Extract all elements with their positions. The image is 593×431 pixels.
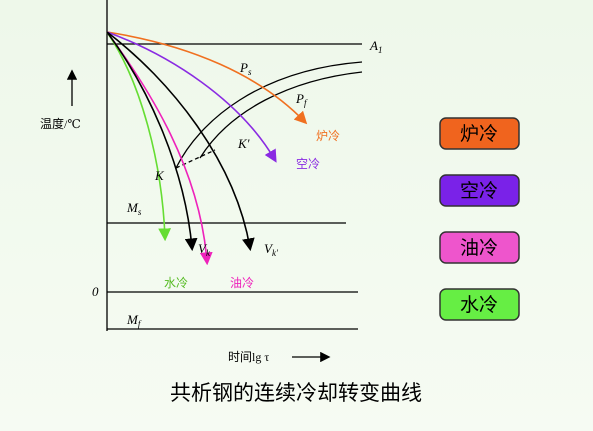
- label-sub: f: [138, 319, 142, 329]
- zero-label: 0: [92, 284, 99, 299]
- pf-label: Pf: [295, 91, 308, 108]
- label-sub: f: [304, 98, 308, 108]
- a1-label: A1: [369, 38, 382, 55]
- air-label: 空冷: [296, 157, 320, 171]
- water-label: 水冷: [164, 276, 188, 290]
- legend-swatch: [439, 231, 520, 264]
- legend-swatch: [439, 117, 520, 150]
- vk-prime-label: Vk': [264, 241, 279, 258]
- legend: 炉冷 空冷 油冷 水冷: [439, 117, 520, 321]
- ps-label: Ps: [239, 60, 252, 77]
- legend-label: 空冷: [460, 180, 498, 202]
- label-main: M: [126, 200, 139, 215]
- label-main: V: [198, 241, 208, 256]
- x-axis-label: 时间lg τ: [228, 350, 269, 364]
- k-label: K: [154, 168, 165, 183]
- mf-label: Mf: [126, 312, 142, 329]
- cooling-curves: [106, 31, 308, 266]
- oil-label: 油冷: [230, 276, 254, 290]
- furnace-label: 炉冷: [316, 129, 340, 143]
- label-main: V: [264, 241, 274, 256]
- label-sub: s: [138, 207, 142, 217]
- label-sub: k': [272, 248, 279, 258]
- label-sub: s: [248, 67, 252, 77]
- legend-label: 油冷: [460, 237, 498, 259]
- k-prime-label: K': [237, 136, 250, 151]
- label-main: A: [369, 38, 378, 53]
- vk-label: Vk: [198, 241, 211, 258]
- legend-swatch: [439, 288, 520, 321]
- legend-swatch: [439, 174, 520, 207]
- ms-label: Ms: [126, 200, 142, 217]
- label-main: M: [126, 312, 139, 327]
- y-axis-label: 温度/℃: [40, 116, 81, 131]
- caption: 共析钢的连续冷却转变曲线: [170, 381, 422, 405]
- legend-label: 水冷: [460, 294, 498, 316]
- label-sub: k: [206, 248, 211, 258]
- label-main: P: [239, 60, 248, 75]
- label-main: P: [295, 91, 304, 106]
- legend-label: 炉冷: [460, 123, 498, 145]
- label-sub: 1: [378, 45, 383, 55]
- axes: [66, 0, 363, 363]
